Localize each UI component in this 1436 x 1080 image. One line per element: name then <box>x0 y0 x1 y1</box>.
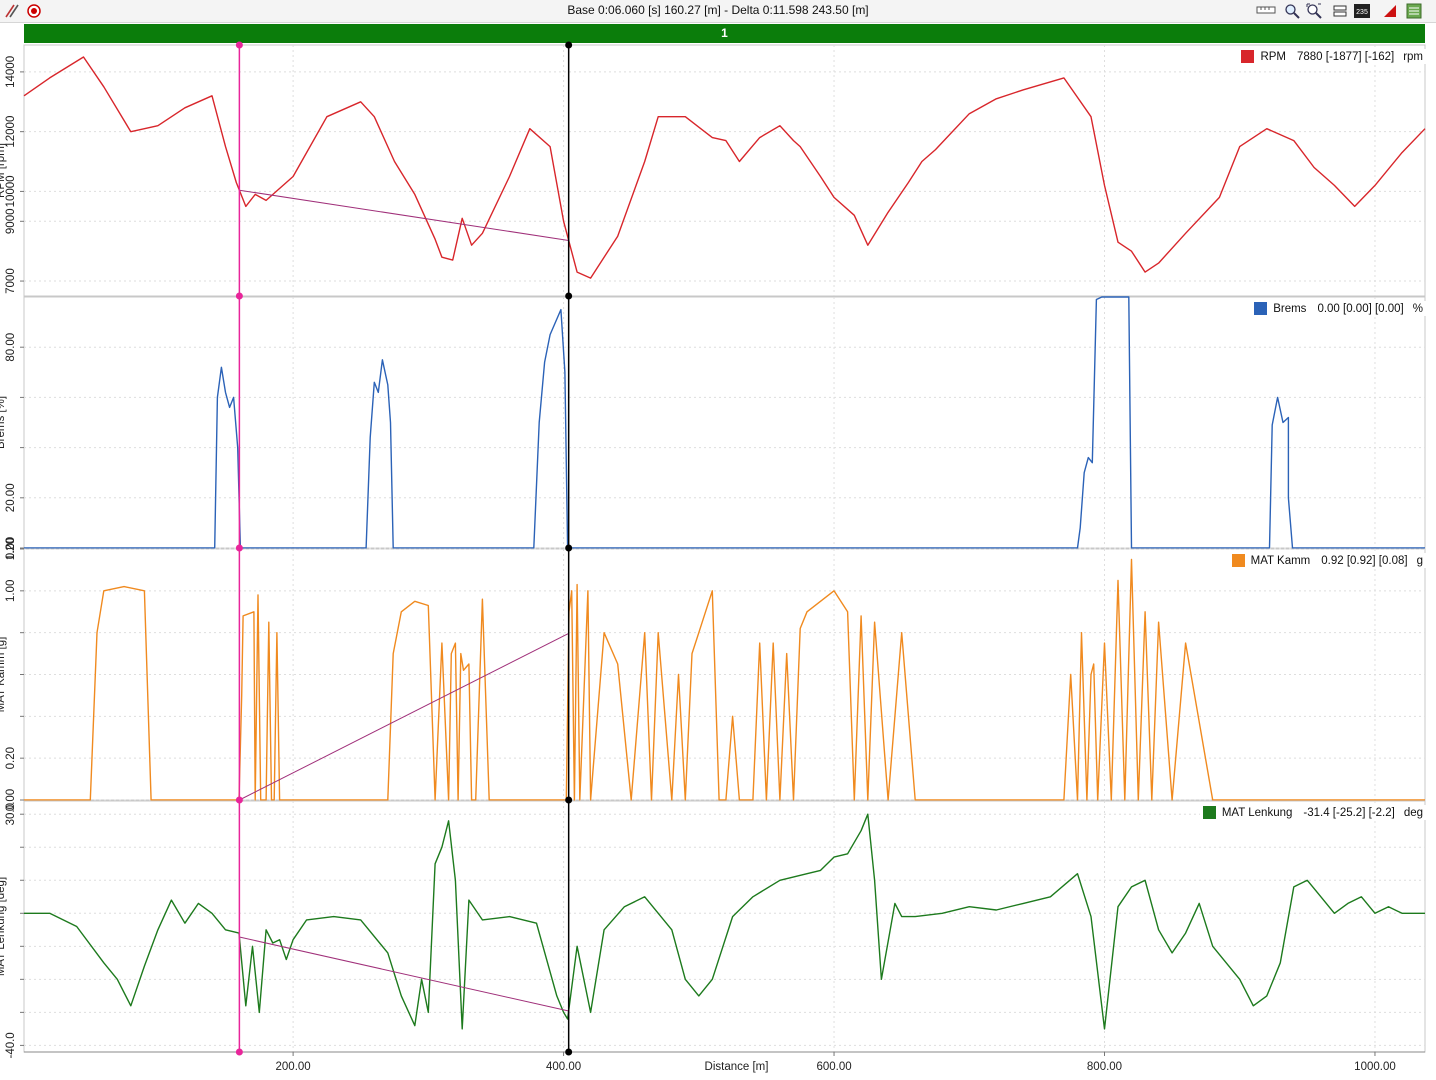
y-tick-label: 0.20 <box>5 747 17 769</box>
series-line-mat-kamm[interactable] <box>24 558 1425 801</box>
delta-cursor-marker[interactable] <box>565 292 573 300</box>
legend-name: Brems <box>1273 302 1307 315</box>
overlay-icon[interactable] <box>1332 3 1348 19</box>
legend-unit: rpm <box>1403 50 1423 63</box>
delta-cursor-marker[interactable] <box>565 544 573 552</box>
count-badge-text: 235 <box>1356 9 1368 16</box>
y-tick-label: 12000 <box>5 116 17 148</box>
panel-frame-3 <box>23 800 1426 1053</box>
signal-icon[interactable] <box>1382 3 1398 19</box>
legend-swatch <box>1231 554 1245 567</box>
y-tick-label: -40.0 <box>5 1032 17 1058</box>
legend-unit: g <box>1416 554 1423 567</box>
legend-value: 7880 [-1877] [-162] <box>1297 50 1395 63</box>
y-tick-label: 80.00 <box>5 333 17 362</box>
legend-swatch <box>1241 50 1255 63</box>
y-tick-label: 0.00 <box>5 789 17 811</box>
delta-line <box>239 632 569 801</box>
base-cursor-marker[interactable] <box>235 292 243 300</box>
legend-name: MAT Kamm <box>1250 554 1311 567</box>
toolbar: Base 0:06.060 [s] 160.27 [m] - Delta 0:1… <box>0 0 1436 23</box>
legend-value: 0.92 [0.92] [0.08] <box>1321 554 1408 567</box>
y-axis-label: Brems [%] <box>0 396 7 449</box>
legend-value: 0.00 [0.00] [0.00] <box>1317 302 1404 315</box>
legend-value: -31.4 [-25.2] [-2.2] <box>1303 806 1395 819</box>
ruler-icon[interactable] <box>1256 3 1276 19</box>
series-line-brems[interactable] <box>24 296 1425 549</box>
lap-bar[interactable]: 1 <box>24 24 1425 43</box>
y-tick-label: 30.0 <box>5 803 17 825</box>
x-tick-label: 200.00 <box>276 1061 311 1073</box>
panel-frame-0 <box>23 44 1426 297</box>
base-cursor-marker[interactable] <box>235 796 243 804</box>
base-cursor-marker[interactable] <box>235 1048 243 1056</box>
base-cursor-marker[interactable] <box>235 41 243 49</box>
x-tick-label: 800.00 <box>1087 1061 1122 1073</box>
legend-swatch <box>1254 302 1268 315</box>
y-axis-label: MAT Kamm [g] <box>0 637 7 713</box>
zoom-icon[interactable] <box>1284 3 1300 19</box>
y-tick-label: 7000 <box>5 268 17 294</box>
record-icon[interactable] <box>26 3 42 19</box>
delta-line <box>239 189 569 241</box>
y-tick-label: 9000 <box>5 209 17 235</box>
legend-mat-kamm[interactable]: MAT Kamm 0.92 [0.92] [0.08] g <box>1228 553 1426 568</box>
legend-unit: % <box>1412 302 1423 315</box>
delta-cursor-marker[interactable] <box>565 796 573 804</box>
legend-unit: deg <box>1403 806 1423 819</box>
legend-brems[interactable]: Brems 0.00 [0.00] [0.00]% <box>1251 301 1426 316</box>
toolbar-title: Base 0:06.060 [s] 160.27 [m] - Delta 0:1… <box>567 3 869 17</box>
delta-cursor-marker[interactable] <box>565 1048 573 1056</box>
layers-icon[interactable] <box>1406 3 1422 19</box>
y-tick-label: 0.00 <box>5 537 17 559</box>
delta-cursor-marker[interactable] <box>565 41 573 49</box>
legend-name: RPM <box>1260 50 1286 63</box>
y-tick-label: 10000 <box>5 175 17 207</box>
y-tick-label: 20.00 <box>5 483 17 512</box>
legend-mat-lenkung[interactable]: MAT Lenkung -31.4 [-25.2] [-2.2] deg <box>1199 805 1426 820</box>
x-tick-label: 600.00 <box>816 1061 851 1073</box>
y-axis-label: MAT Lenkung [deg] <box>0 877 7 976</box>
zoom-fit-icon[interactable] <box>1306 3 1322 19</box>
measure-icon[interactable] <box>4 3 20 19</box>
series-line-mat-lenkung[interactable] <box>24 813 1425 1030</box>
count-icon[interactable]: 235 <box>1354 3 1370 19</box>
y-tick-label: 14000 <box>5 56 17 88</box>
x-tick-label: 400.00 <box>546 1061 581 1073</box>
y-tick-label: 1.00 <box>5 580 17 602</box>
legend-rpm[interactable]: RPM 7880 [-1877] [-162] rpm <box>1238 49 1426 64</box>
series-line-rpm[interactable] <box>23 56 1426 279</box>
delta-line <box>239 936 569 1012</box>
base-cursor-marker[interactable] <box>235 544 243 552</box>
legend-swatch <box>1202 806 1216 819</box>
x-tick-label: 1000.00 <box>1354 1061 1396 1073</box>
legend-name: MAT Lenkung <box>1221 806 1293 819</box>
x-axis-label: Distance [m] <box>705 1061 769 1073</box>
panel-frame-1 <box>23 296 1426 549</box>
y-tick-label: 1.20 <box>5 538 17 560</box>
y-axis-label: RPM [rpm] <box>0 143 7 198</box>
